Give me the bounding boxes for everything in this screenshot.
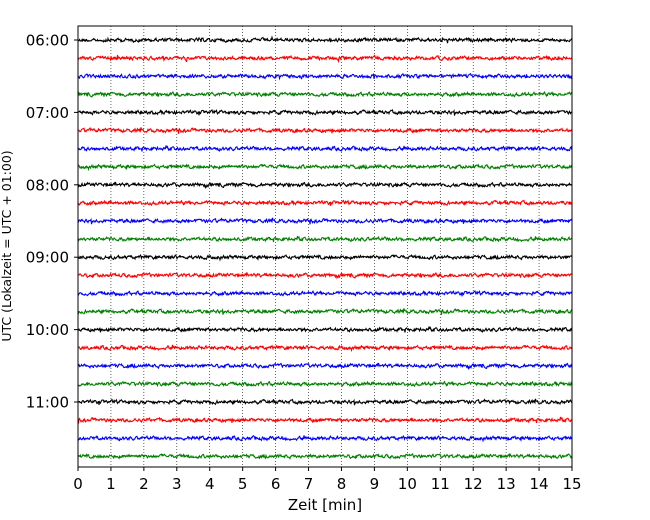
trace-0630 — [77, 72, 573, 81]
y-axis-label: UTC (Lokalzeit = UTC + 01:00) — [0, 150, 14, 341]
seismic-traces — [77, 35, 573, 460]
trace-1000 — [77, 326, 573, 333]
x-tick-label: 8 — [337, 475, 347, 493]
x-axis: 0 1 2 3 4 5 6 7 8 9 10 11 12 13 14 15 — [73, 467, 582, 493]
x-tick-label: 13 — [497, 475, 516, 493]
x-tick-label: 7 — [304, 475, 314, 493]
trace-0815 — [77, 199, 573, 207]
trace-0745 — [77, 163, 573, 172]
y-axis: 06:00 07:00 08:00 09:00 10:00 11:00 — [26, 32, 78, 412]
x-tick-label: 4 — [205, 475, 215, 493]
y-tick-label: 11:00 — [26, 394, 69, 412]
trace-1130 — [77, 434, 573, 443]
x-tick-label: 15 — [562, 475, 581, 493]
y-tick-label: 06:00 — [26, 32, 69, 50]
trace-0645 — [77, 91, 573, 98]
x-tick-label: 9 — [370, 475, 380, 493]
trace-1145 — [77, 453, 573, 460]
x-tick-label: 12 — [464, 475, 483, 493]
trace-0730 — [77, 145, 573, 152]
trace-1015 — [77, 344, 573, 353]
trace-0600 — [77, 35, 573, 44]
x-tick-label: 0 — [73, 475, 83, 493]
trace-0830 — [77, 217, 573, 225]
x-tick-label: 11 — [431, 475, 450, 493]
trace-1045 — [77, 380, 573, 388]
trace-0945 — [77, 307, 573, 315]
x-tick-label: 2 — [139, 475, 149, 493]
trace-0845 — [77, 235, 573, 243]
trace-0915 — [77, 272, 573, 280]
x-tick-label: 1 — [106, 475, 116, 493]
trace-1100 — [77, 398, 573, 406]
y-tick-label: 07:00 — [26, 104, 69, 122]
y-tick-label: 08:00 — [26, 176, 69, 194]
y-tick-label: 10:00 — [26, 321, 69, 339]
trace-1115 — [77, 416, 573, 424]
plot-frame — [77, 25, 573, 468]
x-tick-label: 10 — [398, 475, 417, 493]
x-tick-label: 3 — [172, 475, 182, 493]
trace-0900 — [77, 254, 573, 262]
trace-0715 — [77, 126, 573, 134]
x-tick-label: 6 — [271, 475, 281, 493]
trace-0615 — [77, 54, 573, 64]
y-tick-label: 09:00 — [26, 249, 69, 267]
x-tick-label: 14 — [530, 475, 549, 493]
x-axis-label: Zeit [min] — [288, 496, 362, 514]
trace-0930 — [77, 290, 573, 297]
x-tick-label: 5 — [238, 475, 248, 493]
trace-0700 — [77, 109, 573, 116]
trace-1030 — [77, 362, 573, 371]
trace-0800 — [77, 181, 573, 190]
